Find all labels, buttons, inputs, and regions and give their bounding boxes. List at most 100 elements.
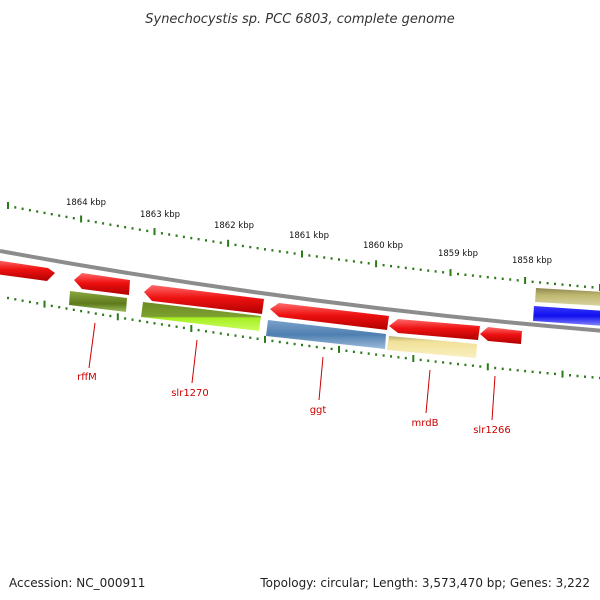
gene-label-slr1266[interactable]: slr1266 <box>473 425 511 436</box>
ruler-major-tick <box>80 215 83 223</box>
forward-gene-2[interactable] <box>74 273 130 295</box>
ruler-minor-tick <box>360 351 363 354</box>
gene-rffM[interactable] <box>69 291 127 312</box>
ruler-minor-tick <box>404 356 407 360</box>
ruler-minor-tick <box>338 258 340 261</box>
ruler-minor-tick <box>404 266 407 270</box>
ruler-minor-tick <box>442 271 445 274</box>
ruler-label-1860: 1860 kbp <box>363 241 403 251</box>
ruler-minor-tick <box>286 341 289 345</box>
ruler-minor-tick <box>264 248 266 251</box>
ruler-minor-tick <box>241 335 244 338</box>
ruler-major-tick <box>153 228 156 236</box>
genome-summary-text: Topology: circular; Length: 3,573,470 bp… <box>259 576 590 590</box>
forward-gene-5[interactable] <box>389 319 480 340</box>
leader-slr1266 <box>491 375 496 421</box>
ruler-minor-tick <box>434 270 437 273</box>
gene-slr1270[interactable] <box>141 302 261 331</box>
ruler-minor-tick <box>28 209 31 212</box>
ruler-minor-tick <box>256 337 259 340</box>
ruler-minor-tick <box>58 306 61 309</box>
ruler-minor-tick <box>21 299 24 302</box>
gene-right-khaki[interactable] <box>535 288 600 306</box>
ruler-minor-tick <box>591 286 594 289</box>
ruler-minor-tick <box>205 239 207 242</box>
ruler-minor-tick <box>72 308 75 311</box>
ruler-minor-tick <box>65 215 68 219</box>
ruler-minor-tick <box>419 268 422 271</box>
ruler-minor-tick <box>249 245 252 249</box>
ruler-minor-tick <box>43 211 46 215</box>
ruler-minor-tick <box>375 353 378 356</box>
ruler-minor-tick <box>271 249 274 252</box>
gene-label-rffM[interactable]: rffM <box>77 372 97 383</box>
ruler-minor-tick <box>256 247 259 250</box>
ruler-major-tick <box>7 202 9 209</box>
ruler-minor-tick <box>212 331 215 334</box>
ruler-minor-tick <box>434 360 437 363</box>
gene-right-blue[interactable] <box>533 306 600 326</box>
ruler-minor-tick <box>182 235 185 239</box>
ruler-minor-tick <box>286 251 289 254</box>
gene-ggt[interactable] <box>266 320 386 349</box>
ruler-minor-tick <box>14 298 17 301</box>
ruler-minor-tick <box>138 319 141 323</box>
ruler-minor-tick <box>308 344 311 348</box>
ruler-label-1863: 1863 kbp <box>140 210 180 220</box>
ruler-minor-tick <box>293 342 296 346</box>
ruler-minor-tick <box>546 282 549 285</box>
ruler-minor-tick <box>494 276 497 280</box>
ruler-major-tick <box>301 250 303 258</box>
ruler-minor-tick <box>367 352 370 355</box>
ruler-minor-tick <box>382 354 385 357</box>
ruler-major-tick <box>524 277 527 284</box>
ruler-minor-tick <box>219 332 222 335</box>
ruler-minor-tick <box>271 339 274 343</box>
forward-gene-3[interactable] <box>144 285 264 314</box>
gene-label-ggt[interactable]: ggt <box>310 405 327 416</box>
ruler-minor-tick <box>168 324 171 327</box>
ruler-label-1861: 1861 kbp <box>289 231 329 241</box>
ruler-minor-tick <box>427 269 430 272</box>
gene-label-slr1270[interactable]: slr1270 <box>171 388 209 399</box>
ruler-major-tick <box>116 313 119 321</box>
ruler-minor-tick <box>360 261 363 264</box>
ruler-labels: 1864 kbp 1863 kbp 1862 kbp 1861 kbp 1860… <box>66 198 552 266</box>
reverse-strand-genes <box>69 288 600 358</box>
ruler-minor-tick <box>501 367 504 370</box>
ruler-minor-tick <box>494 366 497 370</box>
ruler-minor-tick <box>486 276 489 279</box>
ruler-major-tick <box>43 300 46 308</box>
forward-gene-1[interactable] <box>0 260 55 281</box>
ruler-label-1859: 1859 kbp <box>438 249 478 259</box>
ruler-minor-tick <box>397 265 400 269</box>
forward-strand-genes <box>0 260 522 344</box>
ruler-minor-tick <box>249 336 252 339</box>
ruler-minor-tick <box>516 369 519 372</box>
ruler-minor-tick <box>531 280 534 283</box>
ruler-minor-tick <box>554 282 556 286</box>
ruler-minor-tick <box>28 300 31 304</box>
ruler-minor-tick <box>323 346 326 350</box>
ruler-minor-tick <box>36 210 39 213</box>
genome-backbone <box>0 249 600 333</box>
ruler-minor-tick <box>124 317 127 320</box>
ruler-major-tick <box>190 325 193 332</box>
forward-gene-4[interactable] <box>270 303 389 330</box>
ruler-minor-tick <box>576 374 579 378</box>
ruler-major-tick <box>561 370 564 378</box>
ruler-minor-tick <box>397 356 400 359</box>
ruler-minor-tick <box>479 365 482 368</box>
ruler-minor-tick <box>109 223 112 226</box>
ruler-minor-tick <box>382 264 385 267</box>
ruler-minor-tick <box>464 363 467 367</box>
ruler-minor-tick <box>591 376 594 379</box>
ruler-minor-tick <box>330 347 333 351</box>
forward-gene-6[interactable] <box>480 327 522 344</box>
ruler-minor-tick <box>212 240 215 243</box>
gene-mrdB[interactable] <box>387 336 477 358</box>
ruler-minor-tick <box>576 284 579 288</box>
ruler-minor-tick <box>131 227 134 230</box>
gene-label-mrdB[interactable]: mrdB <box>412 418 439 429</box>
ruler-minor-tick <box>457 362 459 366</box>
